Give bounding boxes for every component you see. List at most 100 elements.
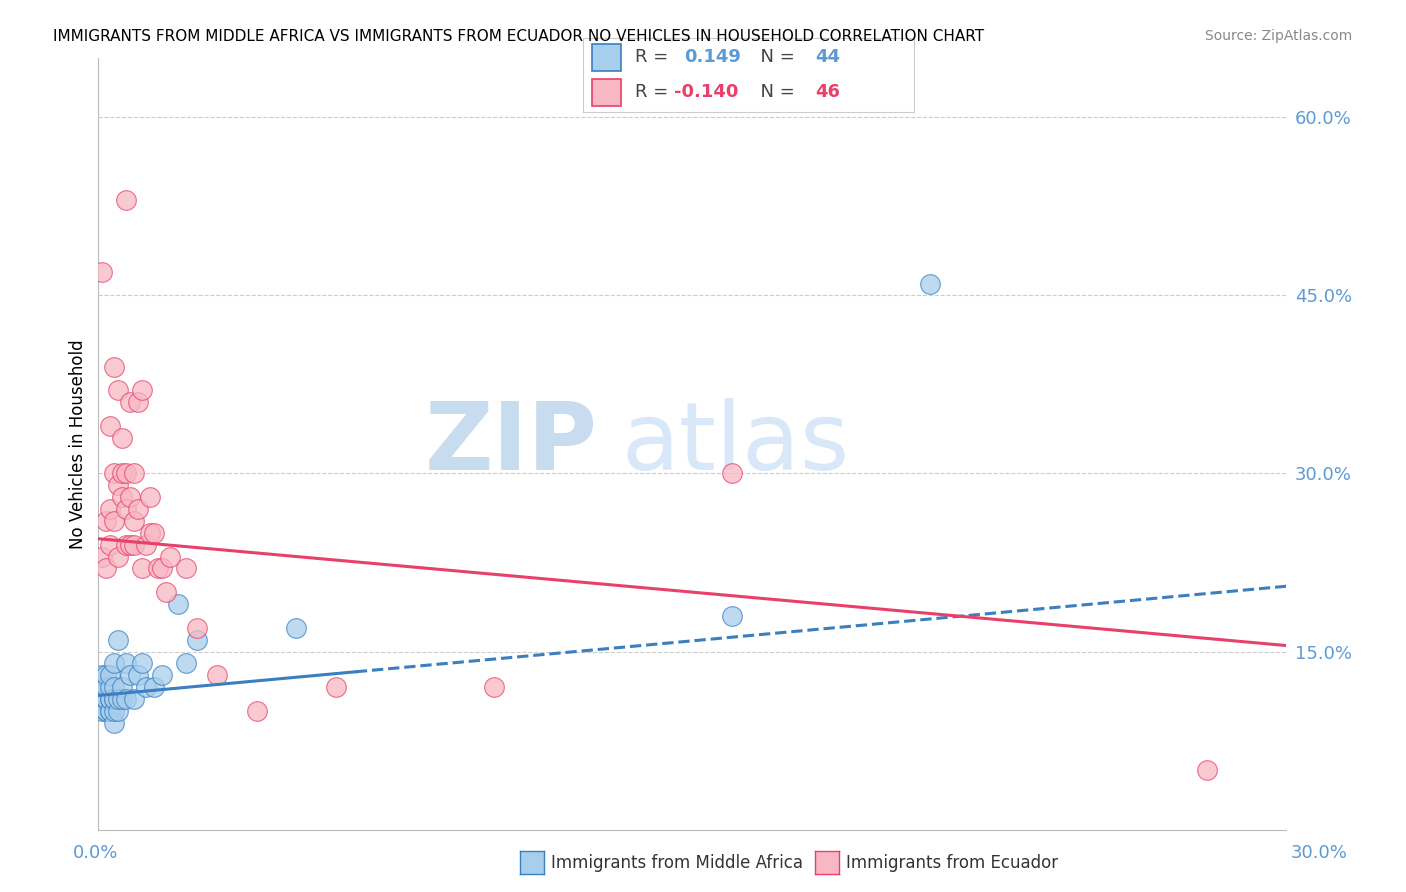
Point bbox=[721, 608, 744, 623]
Point bbox=[98, 692, 121, 706]
FancyBboxPatch shape bbox=[592, 79, 621, 105]
Point bbox=[484, 680, 506, 694]
Point bbox=[103, 680, 125, 694]
Point bbox=[142, 680, 165, 694]
Point bbox=[98, 692, 121, 706]
Point bbox=[115, 657, 138, 671]
Point bbox=[96, 692, 118, 706]
Point bbox=[115, 467, 138, 481]
Point bbox=[120, 395, 142, 409]
Point bbox=[325, 680, 347, 694]
Point bbox=[98, 704, 121, 718]
Point bbox=[205, 668, 228, 682]
Text: atlas: atlas bbox=[621, 398, 849, 490]
Point bbox=[96, 692, 118, 706]
Point bbox=[103, 692, 125, 706]
Point bbox=[135, 538, 157, 552]
Point bbox=[159, 549, 181, 564]
Point bbox=[146, 561, 169, 575]
Point bbox=[103, 359, 125, 374]
Point bbox=[115, 502, 138, 516]
Point bbox=[186, 632, 208, 647]
Point bbox=[103, 514, 125, 528]
Point bbox=[103, 657, 125, 671]
Point bbox=[115, 194, 138, 208]
Y-axis label: No Vehicles in Household: No Vehicles in Household bbox=[69, 339, 87, 549]
Point bbox=[142, 525, 165, 540]
Text: Source: ZipAtlas.com: Source: ZipAtlas.com bbox=[1205, 29, 1353, 43]
Point bbox=[107, 384, 129, 398]
Point bbox=[127, 502, 149, 516]
Point bbox=[111, 490, 134, 504]
Point bbox=[96, 514, 118, 528]
Point bbox=[155, 585, 177, 599]
Point bbox=[91, 265, 114, 279]
Point bbox=[91, 549, 114, 564]
Point bbox=[122, 467, 145, 481]
Text: 0.0%: 0.0% bbox=[73, 844, 118, 862]
Point bbox=[285, 621, 308, 635]
Point bbox=[91, 692, 114, 706]
Point bbox=[127, 395, 149, 409]
Point bbox=[246, 704, 269, 718]
Text: 30.0%: 30.0% bbox=[1291, 844, 1347, 862]
Text: N =: N = bbox=[748, 84, 800, 102]
Point bbox=[111, 680, 134, 694]
Text: R =: R = bbox=[634, 84, 673, 102]
Point bbox=[111, 467, 134, 481]
Point bbox=[120, 490, 142, 504]
Point bbox=[98, 502, 121, 516]
Point bbox=[186, 621, 208, 635]
Point bbox=[120, 668, 142, 682]
Point bbox=[166, 597, 188, 611]
Point bbox=[103, 467, 125, 481]
Text: ZIP: ZIP bbox=[425, 398, 598, 490]
Point bbox=[122, 514, 145, 528]
Point bbox=[96, 680, 118, 694]
Point bbox=[98, 704, 121, 718]
Point bbox=[120, 538, 142, 552]
Point bbox=[920, 277, 942, 291]
Point bbox=[174, 561, 197, 575]
Point bbox=[135, 680, 157, 694]
Point bbox=[98, 680, 121, 694]
Text: Immigrants from Ecuador: Immigrants from Ecuador bbox=[846, 854, 1059, 871]
FancyBboxPatch shape bbox=[592, 45, 621, 70]
Text: R =: R = bbox=[634, 48, 679, 66]
Point bbox=[174, 657, 197, 671]
Point bbox=[122, 538, 145, 552]
Point bbox=[98, 538, 121, 552]
Point bbox=[1197, 763, 1219, 777]
Text: 44: 44 bbox=[815, 48, 839, 66]
Point bbox=[150, 668, 173, 682]
Text: Immigrants from Middle Africa: Immigrants from Middle Africa bbox=[551, 854, 803, 871]
Point bbox=[131, 384, 153, 398]
Point bbox=[98, 668, 121, 682]
Text: N =: N = bbox=[748, 48, 800, 66]
Point bbox=[107, 478, 129, 492]
Point bbox=[91, 692, 114, 706]
Point bbox=[115, 692, 138, 706]
Point bbox=[103, 715, 125, 730]
Point bbox=[91, 668, 114, 682]
Point bbox=[111, 431, 134, 445]
Point bbox=[91, 680, 114, 694]
Point bbox=[107, 692, 129, 706]
Point bbox=[150, 561, 173, 575]
Point bbox=[111, 692, 134, 706]
Point bbox=[131, 561, 153, 575]
Point bbox=[131, 657, 153, 671]
Point bbox=[115, 538, 138, 552]
Text: -0.140: -0.140 bbox=[675, 84, 738, 102]
Point bbox=[107, 632, 129, 647]
Text: IMMIGRANTS FROM MIDDLE AFRICA VS IMMIGRANTS FROM ECUADOR NO VEHICLES IN HOUSEHOL: IMMIGRANTS FROM MIDDLE AFRICA VS IMMIGRA… bbox=[53, 29, 984, 44]
Point bbox=[107, 704, 129, 718]
Point bbox=[96, 668, 118, 682]
Point bbox=[91, 704, 114, 718]
Point bbox=[139, 490, 162, 504]
Text: 46: 46 bbox=[815, 84, 839, 102]
Point bbox=[103, 692, 125, 706]
Point bbox=[103, 704, 125, 718]
Point bbox=[127, 668, 149, 682]
Text: 0.149: 0.149 bbox=[685, 48, 741, 66]
